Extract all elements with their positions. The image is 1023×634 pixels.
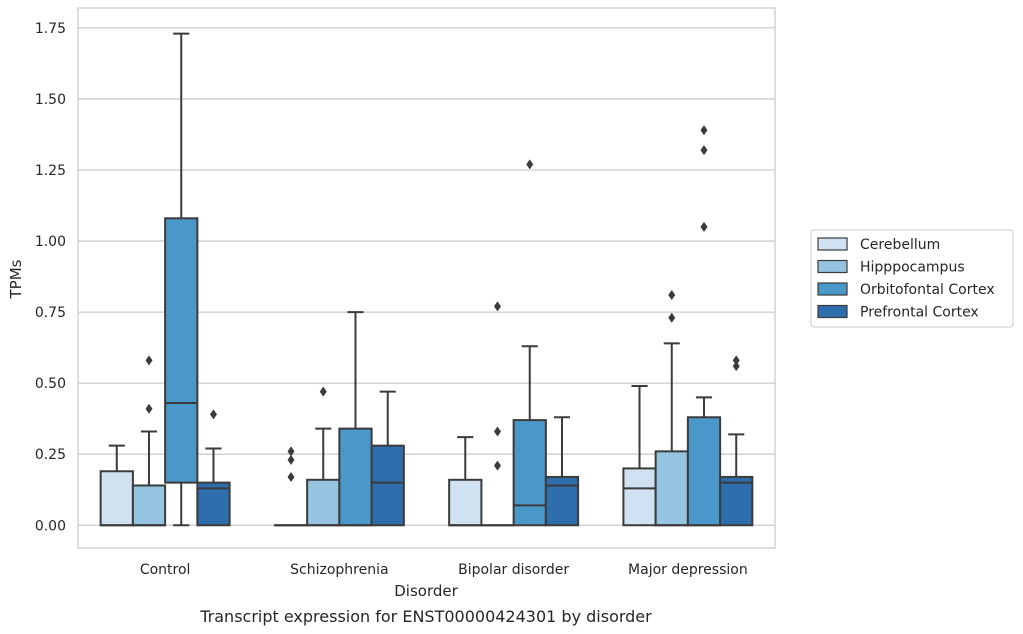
outlier-point — [494, 426, 502, 437]
y-tick-label: 1.00 — [35, 234, 66, 250]
outlier-point — [700, 125, 708, 136]
y-tick-label: 1.75 — [35, 21, 66, 37]
box-iqr — [544, 475, 580, 527]
x-axis-label: Disorder — [394, 582, 458, 600]
y-tick-label: 0.25 — [35, 447, 66, 463]
x-tick-label: Control — [140, 562, 191, 578]
outlier-point — [668, 312, 676, 323]
outlier-point — [700, 145, 708, 156]
outlier-point — [287, 454, 295, 465]
box-plot — [273, 446, 309, 527]
box-iqr — [338, 427, 373, 527]
outlier-point — [526, 159, 534, 170]
legend-label: Orbitofontal Cortex — [860, 282, 995, 298]
box-iqr — [719, 475, 754, 527]
box-iqr — [131, 484, 167, 527]
outlier-point — [732, 361, 740, 372]
legend-item: Hipppocampus — [817, 259, 965, 276]
box-plot — [448, 436, 483, 527]
outlier-point — [319, 386, 327, 397]
plot-area-frame — [77, 7, 776, 549]
box-plot — [512, 159, 547, 527]
legend-item: Cerebellum — [817, 237, 940, 253]
box-plot — [719, 355, 754, 527]
box-iqr — [448, 478, 483, 527]
y-tick-labels: 0.00 0.25 0.50 0.75 1.00 1.25 1.50 1.75 — [35, 21, 66, 534]
y-tick-label: 1.50 — [35, 92, 66, 108]
outlier-point — [209, 409, 217, 420]
x-tick-label: Major depression — [628, 562, 748, 578]
x-tick-labels: Control Schizophrenia Bipolar disorder Majo… — [140, 562, 748, 578]
legend-swatch — [817, 304, 848, 319]
box-iqr — [99, 470, 134, 527]
legend-swatch — [817, 259, 848, 274]
y-tick-label: 0.75 — [35, 305, 66, 321]
legend-label: Hipppocampus — [860, 260, 965, 276]
box-plot — [131, 355, 167, 527]
legend-label: Prefrontal Cortex — [860, 305, 979, 321]
legend-swatch — [817, 237, 848, 251]
box-plot — [196, 409, 231, 527]
box-plot — [480, 301, 515, 527]
legend-swatch — [817, 282, 848, 296]
outlier-point — [494, 460, 502, 471]
legend-item: Prefrontal Cortex — [817, 304, 979, 321]
box-plots — [99, 32, 754, 527]
box-plot — [99, 444, 134, 527]
outlier-point — [668, 290, 676, 301]
y-tick-label: 1.25 — [35, 163, 66, 179]
box-iqr — [654, 450, 689, 527]
box-plot — [686, 125, 722, 527]
box-iqr — [686, 416, 722, 527]
outlier-point — [287, 471, 295, 482]
legend-frame — [810, 229, 1014, 328]
box-plot — [306, 386, 341, 527]
box-plot — [654, 290, 689, 527]
box-iqr — [306, 478, 341, 527]
x-tick-label: Bipolar disorder — [458, 562, 569, 578]
legend: Cerebellum Hipppocampus Orbitofontal Corte… — [810, 229, 1014, 328]
legend-item: Orbitofontal Cortex — [817, 282, 995, 298]
outlier-point — [145, 355, 153, 366]
box-iqr — [164, 217, 199, 484]
box-plot — [370, 390, 405, 527]
y-tick-label: 0.50 — [35, 376, 66, 392]
chart-caption: Transcript expression for ENST0000042430… — [199, 607, 652, 626]
box-plot — [622, 385, 657, 527]
outlier-point — [145, 403, 153, 414]
box-iqr — [370, 444, 405, 527]
outlier-point — [494, 301, 502, 312]
y-axis-label: TPMs — [7, 259, 25, 299]
box-iqr — [196, 481, 231, 527]
outlier-point — [287, 446, 295, 457]
y-tick-label: 0.00 — [35, 518, 66, 534]
box-iqr — [512, 419, 547, 527]
box-plot — [338, 311, 373, 527]
outlier-point — [700, 221, 708, 232]
box-plot — [544, 416, 580, 527]
outlier-point — [732, 355, 740, 366]
box-plot — [164, 32, 199, 527]
legend-label: Cerebellum — [860, 237, 940, 253]
box-iqr — [622, 467, 657, 527]
legend-entries: Cerebellum Hipppocampus Orbitofontal Corte… — [817, 237, 995, 321]
x-tick-label: Schizophrenia — [290, 562, 388, 578]
